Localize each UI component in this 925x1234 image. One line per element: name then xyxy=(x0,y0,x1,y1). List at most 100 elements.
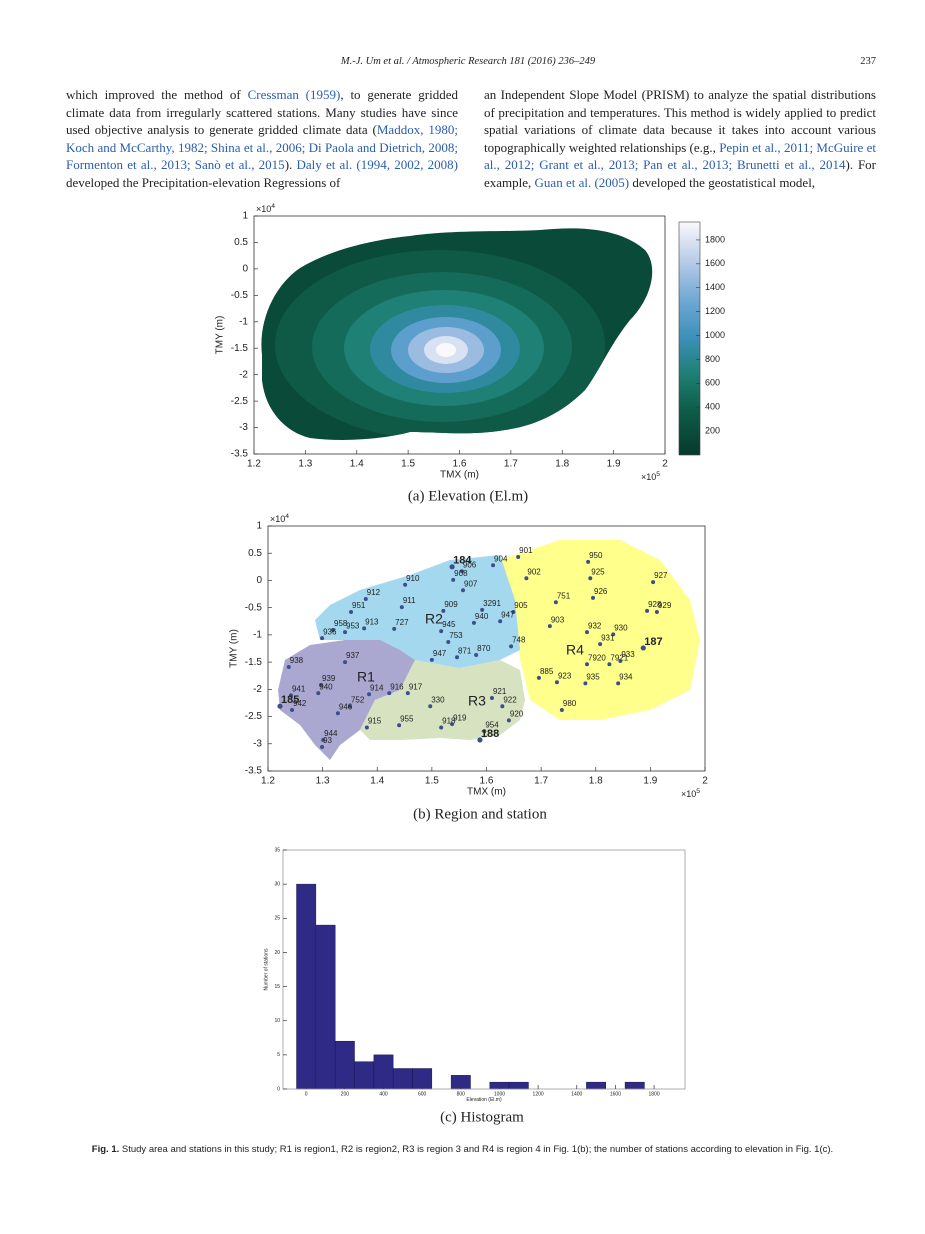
citation[interactable]: Guan et al. (2005) xyxy=(534,174,630,190)
multiplier-exponent: 5 xyxy=(656,471,660,478)
y-tick-label: 25 xyxy=(274,916,280,922)
y-axis-label: Number of stations xyxy=(263,948,269,990)
station-label: 917 xyxy=(409,682,423,691)
station-label: 727 xyxy=(395,618,409,627)
region-label: R4 xyxy=(566,642,584,658)
major-station-label: 188 xyxy=(481,728,499,740)
station-dot xyxy=(516,555,521,560)
station-dot xyxy=(439,629,444,634)
station-dot xyxy=(511,610,516,615)
station-dot xyxy=(489,696,494,701)
colorbar-tick-label: 600 xyxy=(705,378,720,388)
citation[interactable]: Daly et al. (1994, 2002, 2008) xyxy=(296,157,458,173)
citation[interactable]: Maddox, 1980; Koch and McCarthy, 1982; S… xyxy=(66,122,458,173)
station-label: 919 xyxy=(453,713,467,722)
x-tick-label: 1.7 xyxy=(534,776,548,787)
station-dot xyxy=(598,642,603,647)
station-dot xyxy=(474,653,479,658)
multiplier-exponent: 4 xyxy=(285,513,289,520)
station-dot xyxy=(335,711,340,716)
x-tick-label: 1.5 xyxy=(425,776,439,787)
station-label: 958 xyxy=(334,619,348,628)
x-tick-label: 1.9 xyxy=(607,459,621,470)
text: developed the geostatistical model, xyxy=(629,174,816,190)
station-dot xyxy=(654,610,659,615)
histogram-bar xyxy=(508,1081,529,1090)
station-dot xyxy=(429,657,434,662)
station-label: 941 xyxy=(292,684,306,693)
colorbar-tick-label: 1600 xyxy=(705,258,725,268)
y-tick-label: -2 xyxy=(239,369,248,380)
region-map xyxy=(278,540,700,760)
y-tick-label: 35 xyxy=(274,847,280,853)
citation[interactable]: Cressman (1959) xyxy=(247,87,341,102)
x-tick-label: 800 xyxy=(457,1091,466,1097)
citation[interactable]: Pepin et al., 2011; McGuire et al., 2012… xyxy=(484,139,876,173)
running-title: M.-J. Um et al. / Atmospheric Research 1… xyxy=(340,56,596,67)
station-dot xyxy=(450,722,455,727)
x-tick-label: 1200 xyxy=(533,1091,544,1097)
station-dot xyxy=(331,627,336,632)
y-tick-label: -1.5 xyxy=(231,343,249,354)
page-number: 237 xyxy=(860,56,876,67)
station-dot xyxy=(428,704,433,709)
text: ). xyxy=(284,157,297,173)
station-dot xyxy=(363,596,368,601)
station-label: 921 xyxy=(493,687,507,696)
x-tick-label: 0 xyxy=(305,1091,308,1097)
station-label: 954 xyxy=(485,720,499,729)
station-dot xyxy=(367,692,372,697)
station-label: 913 xyxy=(365,617,379,626)
station-label: 932 xyxy=(588,621,602,630)
station-dot xyxy=(343,660,348,665)
y-tick-label: -0.5 xyxy=(245,602,263,613)
x-tick-label: 200 xyxy=(341,1091,350,1097)
station-dot xyxy=(500,704,505,709)
y-tick-label: -3.5 xyxy=(231,449,249,460)
region-label: R2 xyxy=(425,611,443,627)
x-tick-label: 1.6 xyxy=(480,776,494,787)
histogram-bar xyxy=(354,1061,375,1090)
station-dot xyxy=(461,588,466,593)
x-tick-label: 1.2 xyxy=(247,459,261,470)
x-tick-label: 2 xyxy=(702,776,708,787)
station-label: 918 xyxy=(442,717,456,726)
colorbar-tick-label: 200 xyxy=(705,425,720,435)
station-dot xyxy=(588,576,593,581)
text: ). For example, xyxy=(484,157,877,190)
text: developed the Precipitation-elevation Re… xyxy=(66,174,341,190)
y-tick-label: 10 xyxy=(274,1018,280,1024)
station-dot xyxy=(320,636,325,641)
station-label: 330 xyxy=(431,695,445,704)
station-label: 945 xyxy=(442,620,456,629)
y-tick-label: 0.5 xyxy=(234,237,248,248)
station-dot xyxy=(591,595,596,600)
y-axis-label: TMY (m) xyxy=(229,629,240,668)
y-tick-label: -2 xyxy=(253,684,262,695)
x-tick-label: 1.8 xyxy=(589,776,603,787)
region-label: R1 xyxy=(357,669,375,685)
colorbar-tick-label: 400 xyxy=(705,402,720,412)
station-dot xyxy=(583,681,588,686)
x-axis-label: TMX (m) xyxy=(467,787,506,798)
station-label: 955 xyxy=(400,714,414,723)
station-label: 871 xyxy=(458,646,472,655)
station-label: 946 xyxy=(339,702,353,711)
histogram-bar xyxy=(392,1068,413,1090)
colorbar xyxy=(678,221,701,456)
plot-frame xyxy=(282,849,686,1090)
x-axis-label: Elevation (El.m) xyxy=(466,1097,502,1103)
station-label: 947 xyxy=(433,649,447,658)
station-dot xyxy=(586,559,591,564)
station-label: 752 xyxy=(351,695,365,704)
y-tick-label: -2.5 xyxy=(245,711,263,722)
station-dot xyxy=(405,691,410,696)
y-tick-label: -0.5 xyxy=(231,290,249,301)
panel-caption: (b) Region and station xyxy=(413,806,547,822)
station-label: 7921 xyxy=(610,653,628,662)
x-tick-label: 600 xyxy=(418,1091,427,1097)
y-tick-label: 1 xyxy=(256,521,262,532)
station-dot xyxy=(321,737,326,742)
station-label: 906 xyxy=(463,560,477,569)
x-tick-label: 2 xyxy=(662,459,668,470)
